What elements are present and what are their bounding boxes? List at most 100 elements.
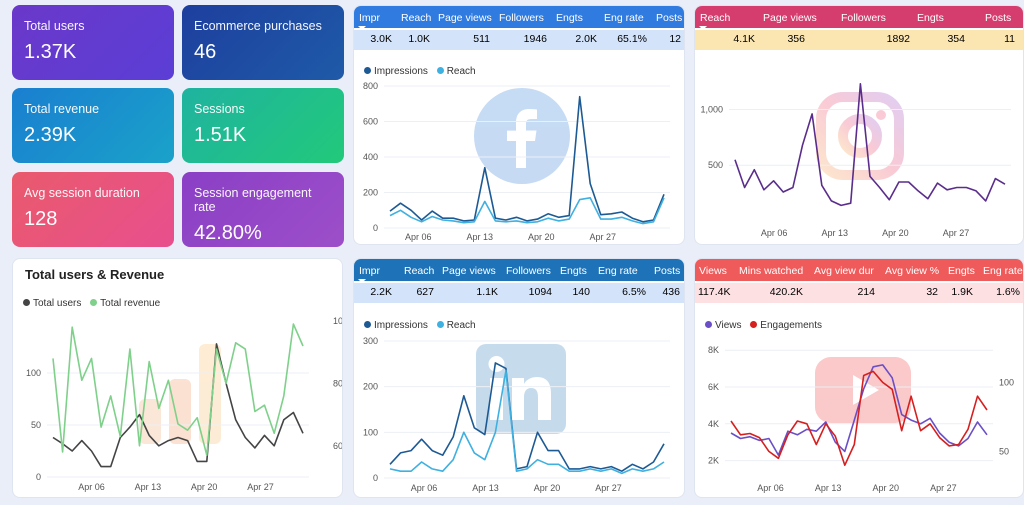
col-reach[interactable]: Reach — [404, 265, 435, 277]
series-line-impressions — [389, 95, 665, 223]
y-right-tick-label: 60 — [333, 441, 343, 451]
instagram-line-chart: 500 1,000 Apr 06 Apr 13 Apr 20 Apr 27 — [700, 82, 1011, 238]
linkedin-card: Impr Reach Page views Followers Engts En… — [353, 258, 685, 498]
legend-views[interactable]: Views — [705, 320, 742, 331]
users-revenue-line-chart: 0 50 100 60 80 100 Apr 06 Apr 13 Apr 20 Apr 27 — [26, 316, 343, 492]
y-tick-label: 2K — [708, 456, 719, 466]
youtube-line-chart: 2K 4K 6K 8K 50 100 Apr 06 Apr 13 Apr 20 Apr 27 — [708, 345, 1014, 493]
col-posts[interactable]: Posts — [985, 12, 1012, 24]
sort-desc-icon[interactable] — [699, 26, 707, 30]
x-tick-label: Apr 20 — [528, 232, 555, 242]
y-right-tick-label: 50 — [999, 446, 1009, 456]
kpi-label: Total users — [24, 19, 85, 33]
col-engts[interactable]: Engts — [560, 265, 587, 277]
col-eng-rate[interactable]: Eng rate — [983, 265, 1023, 277]
legend-impressions[interactable]: Impressions — [364, 320, 428, 331]
y-right-tick-label: 80 — [333, 378, 343, 388]
col-eng-rate[interactable]: Eng rate — [598, 265, 638, 277]
users-revenue-card: Total users & Revenue Total users Total … — [12, 258, 343, 498]
kpi-label: Sessions — [194, 102, 245, 116]
y-tick-label: 50 — [31, 420, 41, 430]
x-tick-label: Apr 20 — [534, 483, 561, 493]
col-page-views[interactable]: Page views — [763, 12, 817, 24]
col-followers[interactable]: Followers — [506, 265, 551, 277]
col-eng-rate[interactable]: Eng rate — [604, 12, 644, 24]
legend-reach[interactable]: Reach — [436, 320, 476, 331]
col-impr[interactable]: Impr — [359, 12, 380, 24]
col-mins-watched[interactable]: Mins watched — [739, 265, 804, 277]
x-tick-label: Apr 20 — [873, 483, 900, 493]
stat-value: 214 — [857, 286, 875, 298]
y-right-tick-label: 100 — [333, 316, 343, 326]
series-line-engagements — [730, 370, 988, 466]
stats-header-row: Reach Page views Followers Engts Posts — [695, 6, 1023, 30]
y-tick-label: 6K — [708, 382, 719, 392]
legend-impressions[interactable]: Impressions — [364, 66, 428, 77]
stats-values-row: 2.2K 627 1.1K 1094 140 6.5% 436 — [354, 283, 684, 303]
col-page-views[interactable]: Page views — [438, 12, 492, 24]
col-avg-view-pct[interactable]: Avg view % — [885, 265, 940, 277]
x-tick-label: Apr 27 — [930, 483, 957, 493]
col-page-views[interactable]: Page views — [442, 265, 496, 277]
kpi-value: 128 — [24, 208, 58, 230]
bar-chart-icon — [139, 344, 221, 444]
kpi-value: 2.39K — [24, 124, 77, 146]
series-line-reach — [389, 197, 665, 225]
col-followers[interactable]: Followers — [499, 12, 544, 24]
y-tick-label: 400 — [363, 152, 378, 162]
sort-desc-icon[interactable] — [358, 279, 366, 283]
x-tick-label: Apr 06 — [78, 482, 105, 492]
stat-value: 1.1K — [476, 286, 498, 298]
col-engts[interactable]: Engts — [917, 12, 944, 24]
stat-value: 1.0K — [408, 33, 430, 45]
stat-value: 420.2K — [769, 286, 803, 298]
legend-engagements[interactable]: Engagements — [750, 320, 822, 331]
stat-value: 6.5% — [622, 286, 646, 298]
kpi-engagement-rate[interactable]: Session engagement rate 42.80% — [182, 172, 344, 247]
kpi-sessions[interactable]: Sessions 1.51K — [182, 88, 344, 163]
col-posts[interactable]: Posts — [656, 12, 683, 24]
stat-value: 1892 — [886, 33, 910, 45]
stat-value: 4.1K — [733, 33, 755, 45]
col-reach[interactable]: Reach — [401, 12, 432, 24]
col-followers[interactable]: Followers — [841, 12, 886, 24]
kpi-total-users[interactable]: Total users 1.37K — [12, 5, 174, 80]
col-reach[interactable]: Reach — [700, 12, 731, 24]
legend-total-revenue[interactable]: Total revenue — [90, 298, 160, 309]
stat-value: 436 — [662, 286, 680, 298]
col-avg-view-dur[interactable]: Avg view dur — [814, 265, 874, 277]
y-tick-label: 0 — [373, 223, 378, 233]
col-posts[interactable]: Posts — [654, 265, 681, 277]
col-engts[interactable]: Engts — [948, 265, 975, 277]
y-tick-label: 200 — [363, 188, 378, 198]
col-views[interactable]: Views — [699, 265, 727, 277]
stat-value: 3.0K — [370, 33, 392, 45]
stat-value: 1.6% — [996, 286, 1020, 298]
stat-value: 11 — [1004, 33, 1015, 45]
kpi-label: Ecommerce purchases — [194, 19, 322, 33]
kpi-label: Avg session duration — [24, 186, 140, 200]
x-tick-label: Apr 06 — [411, 483, 438, 493]
series-line-reach — [389, 369, 665, 475]
youtube-card: Views Mins watched Avg view dur Avg view… — [694, 258, 1024, 498]
stat-value: 1946 — [523, 33, 547, 45]
stat-value: 354 — [947, 33, 965, 45]
kpi-total-revenue[interactable]: Total revenue 2.39K — [12, 88, 174, 163]
stat-value: 117.4K — [698, 286, 731, 298]
legend-reach[interactable]: Reach — [436, 66, 476, 77]
col-impr[interactable]: Impr — [359, 265, 380, 277]
card-title: Total users & Revenue — [25, 267, 165, 282]
stat-value: 12 — [669, 33, 681, 45]
y-tick-label: 500 — [708, 160, 723, 170]
x-tick-label: Apr 06 — [405, 232, 432, 242]
y-tick-label: 300 — [363, 336, 378, 346]
kpi-avg-session-duration[interactable]: Avg session duration 128 — [12, 172, 174, 247]
legend-total-users[interactable]: Total users — [23, 298, 81, 309]
col-engts[interactable]: Engts — [556, 12, 583, 24]
sort-desc-icon[interactable] — [358, 26, 366, 30]
stat-value: 627 — [416, 286, 434, 298]
kpi-ecommerce-purchases[interactable]: Ecommerce purchases 46 — [182, 5, 344, 80]
facebook-logo-icon — [474, 88, 570, 184]
y-tick-label: 100 — [363, 427, 378, 437]
y-tick-label: 100 — [26, 368, 41, 378]
